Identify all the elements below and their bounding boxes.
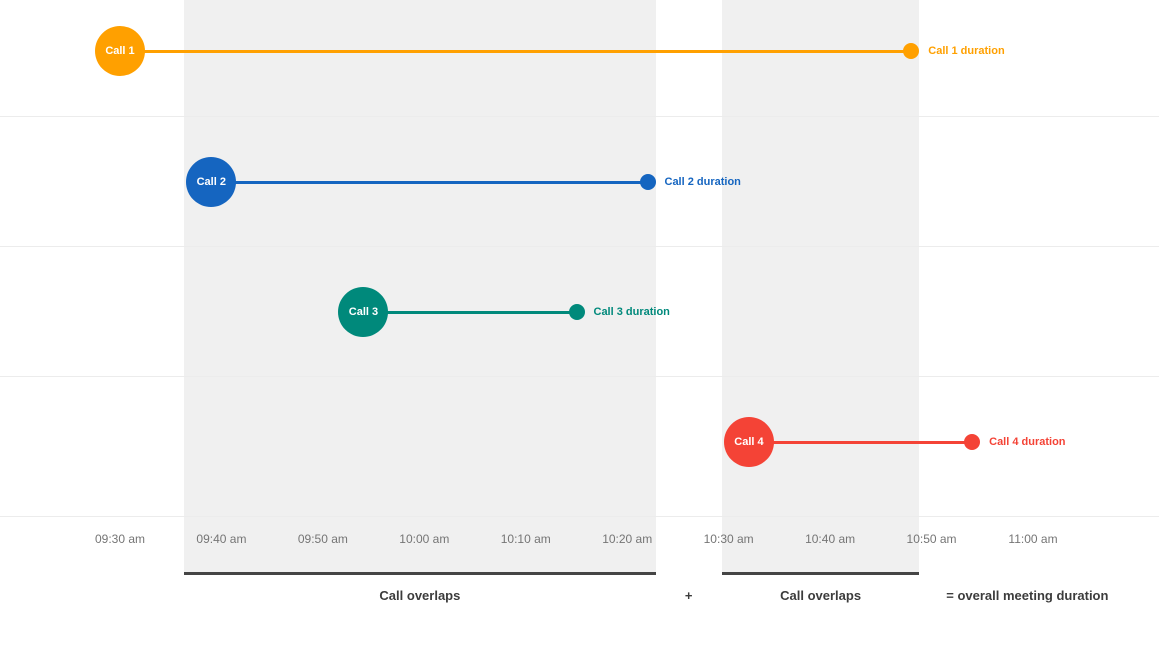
overlap-label: Call overlaps	[379, 588, 461, 603]
x-axis-tick-label: 09:30 am	[94, 532, 146, 546]
call-duration-label: Call 1 duration	[928, 45, 1005, 57]
call-end-dot	[964, 434, 981, 450]
call-duration-line	[211, 180, 648, 184]
x-axis-tick-label: 09:40 am	[196, 532, 247, 546]
x-axis-tick-label: 10:30 am	[703, 532, 754, 546]
call-start-bubble: Call 1	[95, 26, 145, 76]
call-duration-label: Call 4 duration	[989, 436, 1066, 448]
gridline	[0, 376, 1159, 377]
gridline	[0, 116, 1159, 117]
gridline	[0, 516, 1159, 517]
x-axis-tick-label: 10:50 am	[906, 532, 957, 546]
call-end-dot	[903, 43, 920, 59]
overlap-label: Call overlaps	[780, 588, 862, 603]
x-axis-tick-label: 10:00 am	[399, 532, 450, 546]
x-axis-tick-label: 11:00 am	[1008, 532, 1058, 546]
call-duration-label: Call 2 duration	[664, 176, 741, 188]
gridline	[0, 246, 1159, 247]
plus-sign-label: +	[684, 588, 693, 603]
x-axis-tick-label: 10:40 am	[805, 532, 856, 546]
call-start-bubble: Call 3	[338, 287, 389, 337]
call-duration-line	[120, 49, 912, 53]
overlap-band	[721, 0, 920, 575]
call-start-bubble: Call 2	[186, 157, 237, 207]
call-duration-line	[748, 440, 973, 444]
x-axis-tick-label: 09:50 am	[297, 532, 348, 546]
call-start-bubble: Call 4	[723, 417, 774, 467]
call-duration-label: Call 3 duration	[593, 306, 670, 318]
overall-duration-label: = overall meeting duration	[946, 588, 1109, 603]
x-axis-tick-label: 10:10 am	[500, 532, 551, 546]
call-end-dot	[568, 304, 585, 320]
x-axis-tick-label: 10:20 am	[602, 532, 653, 546]
call-end-dot	[639, 174, 656, 190]
overlap-band	[184, 0, 656, 575]
call-duration-line	[363, 310, 577, 314]
